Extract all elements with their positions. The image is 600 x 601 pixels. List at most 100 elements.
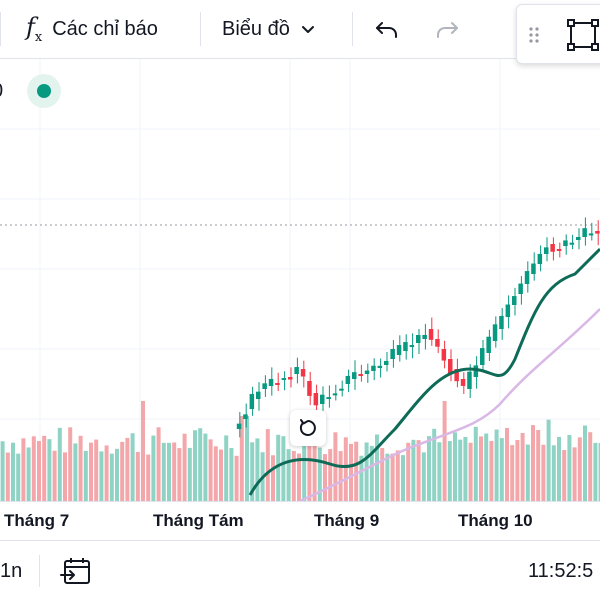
candle-body xyxy=(249,394,255,409)
volume-bar xyxy=(208,439,213,501)
candle-body xyxy=(236,423,242,429)
volume-bar xyxy=(484,433,489,501)
volume-bar xyxy=(572,447,577,501)
candle-body xyxy=(454,369,459,382)
candle-body xyxy=(563,240,568,246)
reset-chart-button[interactable] xyxy=(290,410,326,446)
volume-bar xyxy=(557,436,561,501)
volume-bar xyxy=(146,454,151,501)
undo-button[interactable] xyxy=(372,10,402,48)
volume-bar xyxy=(453,432,457,501)
floating-tools-panel xyxy=(516,4,600,64)
candle-body xyxy=(262,383,267,389)
volume-bar xyxy=(349,443,353,501)
volume-bar xyxy=(375,434,379,501)
candle-body xyxy=(403,342,408,351)
volume-bar xyxy=(255,438,260,501)
volume-bar xyxy=(224,435,229,501)
volume-bar xyxy=(369,445,374,501)
chart-type-button[interactable]: Biểu đồ xyxy=(222,10,316,48)
candle-body xyxy=(307,381,312,396)
volume-bar xyxy=(390,453,395,501)
drag-handle-icon[interactable] xyxy=(527,25,541,45)
volume-bar xyxy=(120,441,125,501)
candle-body xyxy=(588,233,594,236)
candle-body xyxy=(409,345,415,348)
volume-bar xyxy=(401,455,405,501)
legend-status[interactable] xyxy=(27,74,61,108)
candle-body xyxy=(486,336,491,353)
candle-body xyxy=(275,383,280,385)
candle-body xyxy=(428,329,434,340)
volume-bar xyxy=(94,439,99,501)
candle-body xyxy=(281,378,287,381)
volume-bar xyxy=(26,447,31,501)
candle-body xyxy=(537,253,543,264)
candle-body xyxy=(441,349,447,361)
price-chart[interactable] xyxy=(0,59,600,501)
time-axis-label: Tháng 7 xyxy=(4,511,70,530)
volume-bar xyxy=(198,428,203,501)
volume-bar xyxy=(271,455,275,501)
candle-body xyxy=(518,283,523,294)
volume-bar xyxy=(307,430,312,501)
legend-value-fragment: 0 xyxy=(0,80,3,103)
volume-bar xyxy=(567,435,572,501)
volume-bar xyxy=(551,445,556,501)
candle-body xyxy=(556,249,562,251)
fullscreen-icon[interactable] xyxy=(565,17,600,53)
volume-bar xyxy=(520,432,525,501)
status-dot xyxy=(37,84,51,98)
moving-average-fast xyxy=(248,247,600,496)
redo-button[interactable] xyxy=(432,10,462,48)
indicators-button[interactable]: fx Các chỉ báo xyxy=(26,10,158,48)
volume-bar xyxy=(11,442,15,501)
candle-body xyxy=(512,296,517,305)
volume-bar xyxy=(385,453,390,501)
volume-bar xyxy=(57,427,62,501)
volume-bar xyxy=(338,451,343,501)
volume-bar xyxy=(588,432,593,501)
candle-body xyxy=(505,304,511,317)
volume-bar xyxy=(89,442,93,501)
volume-bar xyxy=(291,450,296,501)
candle-body xyxy=(416,335,421,343)
candle-body xyxy=(544,247,549,254)
candle-body xyxy=(294,367,299,374)
volume-bar xyxy=(473,426,478,501)
volume-bar xyxy=(245,416,249,501)
volume-bar xyxy=(109,453,114,501)
volume-bar xyxy=(302,439,307,501)
volume-bar xyxy=(68,427,73,501)
volume-bar xyxy=(380,447,385,501)
volume-bar xyxy=(31,436,36,501)
candle-body xyxy=(313,393,319,406)
candle-body xyxy=(576,236,581,240)
candle-body xyxy=(358,374,363,376)
volume-bar xyxy=(239,416,244,501)
volume-bar xyxy=(525,444,530,501)
volume-bar xyxy=(104,445,109,501)
candle-body xyxy=(467,371,472,389)
volume-bar xyxy=(229,447,234,501)
volume-bar xyxy=(182,433,187,501)
volume-bar xyxy=(416,440,421,501)
candle-body xyxy=(268,378,274,386)
volume-bar xyxy=(317,447,322,501)
chart-type-label: Biểu đồ xyxy=(222,17,290,40)
candle-body xyxy=(473,365,479,377)
undo-icon xyxy=(376,22,397,38)
volume-bar xyxy=(156,427,161,501)
volume-bar xyxy=(577,437,582,501)
interval-button[interactable]: 1n xyxy=(0,560,23,582)
top-toolbar: fx Các chỉ báo Biểu đồ xyxy=(0,0,600,59)
time-axis[interactable]: Tháng 7 Tháng Tám Tháng 9 Tháng 10 xyxy=(0,501,600,540)
candle-body xyxy=(435,339,440,347)
volume-bar xyxy=(161,442,166,501)
volume-bar xyxy=(583,425,587,501)
calendar-goto-icon[interactable] xyxy=(58,553,94,589)
volume-bar xyxy=(499,438,504,501)
volume-bar xyxy=(479,436,483,501)
toolbar-divider xyxy=(0,12,1,46)
chart-area[interactable] xyxy=(0,59,600,501)
